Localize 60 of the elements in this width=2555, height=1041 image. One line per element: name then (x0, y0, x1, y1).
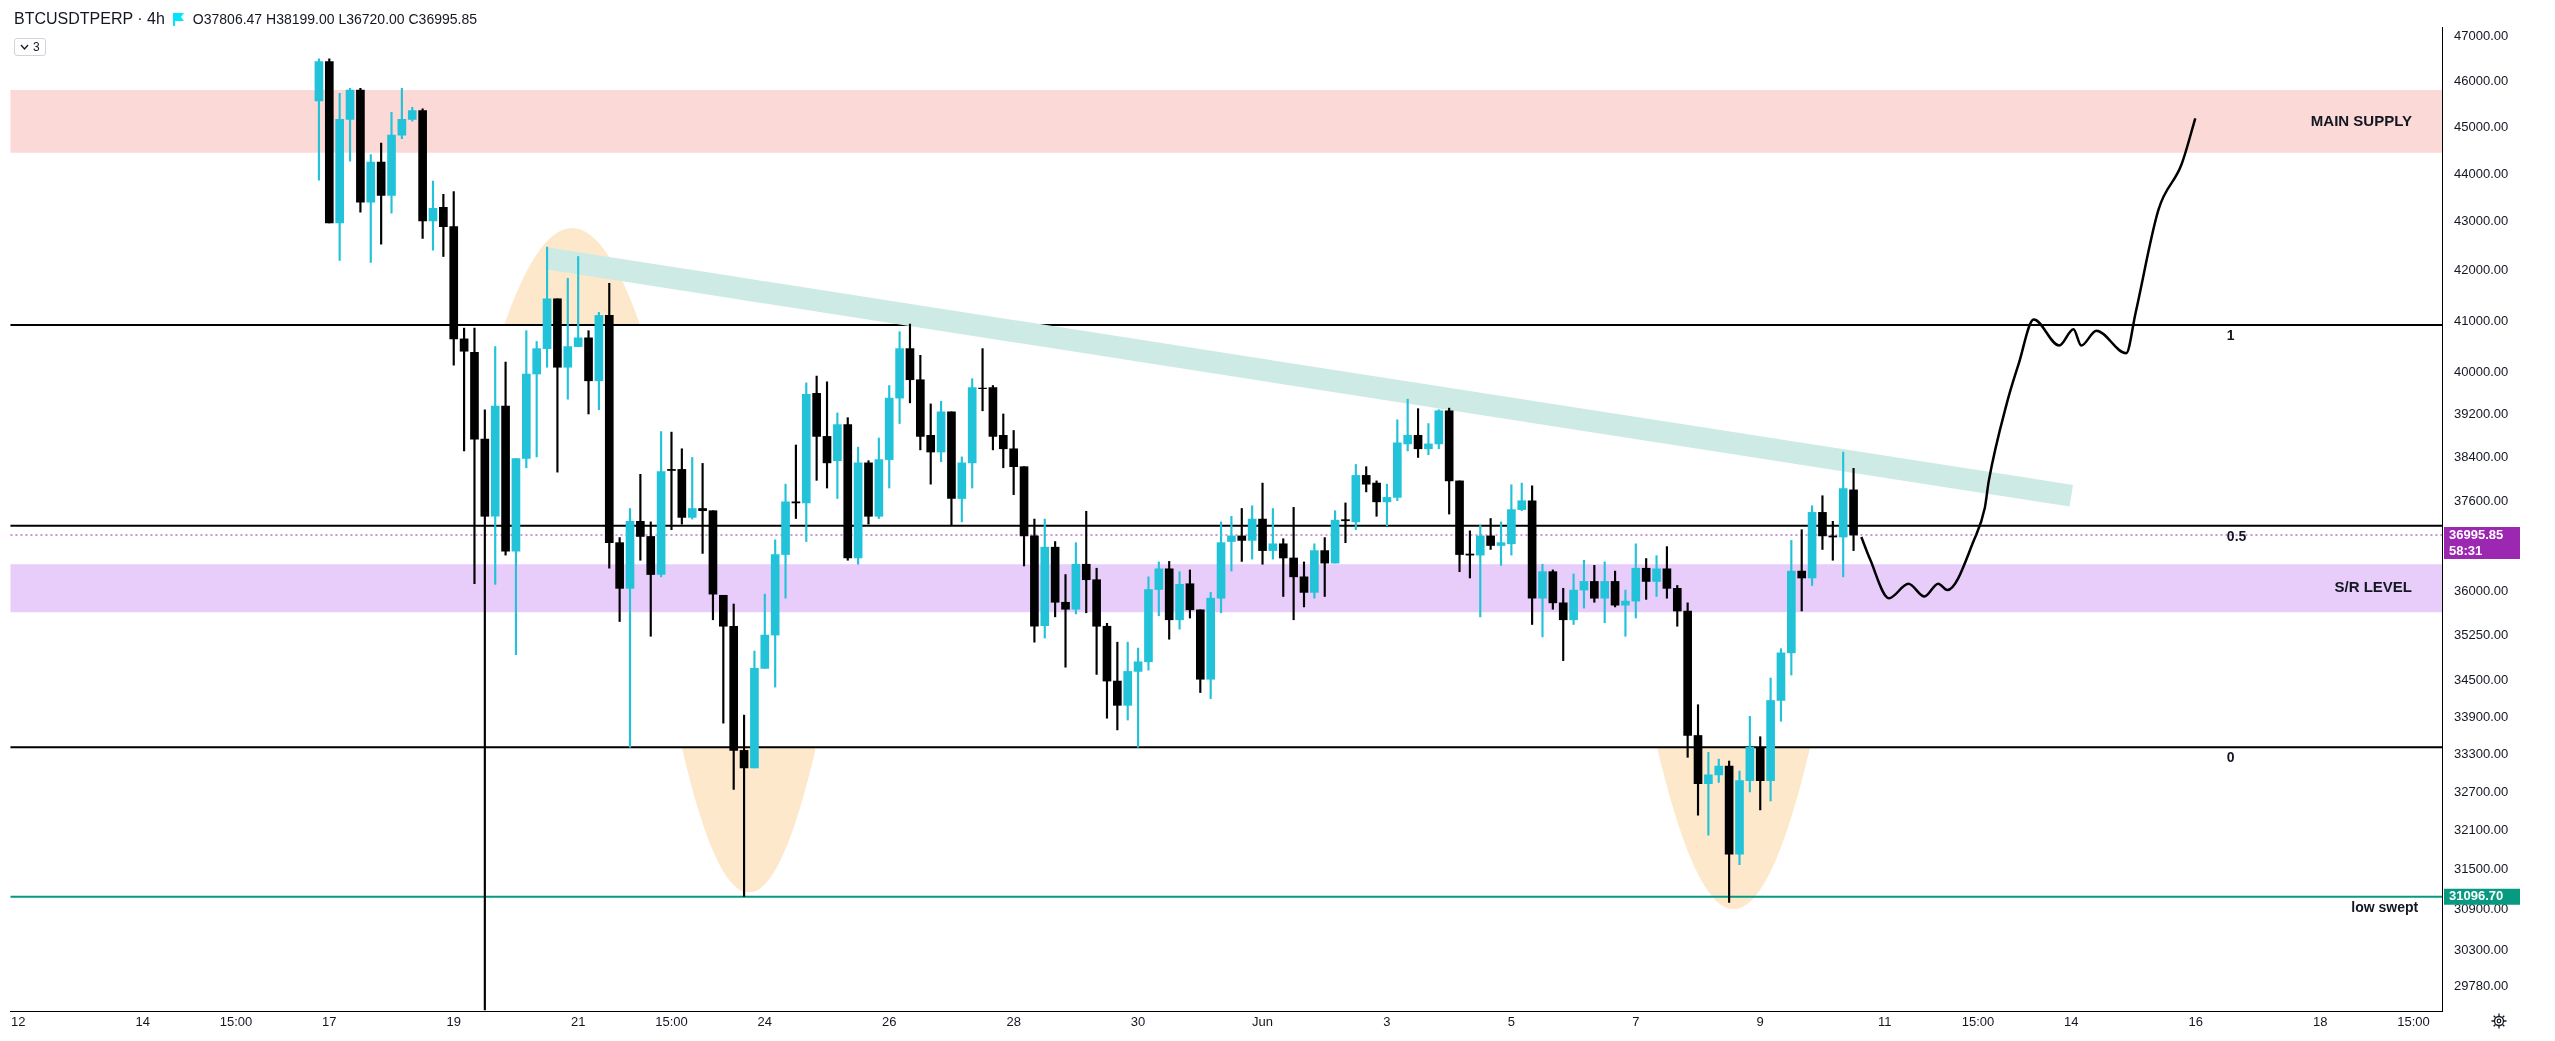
band-label: MAIN SUPPLY (2310, 111, 2412, 129)
x-tick-label: 14 (135, 1013, 150, 1029)
chart-subtitle: O37806.47 H38199.00 L36720.00 C36995.85 (192, 11, 477, 27)
y-tick-label: 30300.00 (2454, 942, 2509, 958)
candlestick (1424, 423, 1433, 456)
x-tick-label: 11 (1877, 1013, 1892, 1029)
x-tick-label: 21 (570, 1013, 586, 1029)
y-tick-label: 47000.00 (2454, 28, 2509, 44)
x-tick-label: 17 (322, 1013, 337, 1029)
x-tick-label: 19 (446, 1013, 461, 1029)
y-tick-label: 42000.00 (2454, 262, 2509, 278)
y-tick-label: 43000.00 (2454, 213, 2509, 229)
y-tick-label: 45000.00 (2454, 118, 2509, 134)
y-tick-label: 46000.00 (2454, 73, 2509, 88)
candlestick (1652, 555, 1661, 597)
chart-title: BTCUSDTPERP · 4h (14, 10, 165, 28)
band-label: S/R LEVEL (2334, 578, 2412, 596)
y-tick-label: 34500.00 (2454, 672, 2509, 688)
x-tick-label: 26 (882, 1013, 897, 1029)
y-tick-label: 31500.00 (2454, 861, 2509, 877)
x-tick-label: 12 (11, 1013, 26, 1029)
x-tick-label: 9 (1756, 1013, 1764, 1029)
y-tick-label: 36000.00 (2454, 583, 2509, 599)
x-tick-label: 3 (1383, 1013, 1391, 1029)
x-tick-label: 7 (1632, 1013, 1640, 1029)
ref-line-label: 31096.70 (2449, 888, 2504, 904)
y-tick-label: 44000.00 (2454, 165, 2509, 181)
ref-line-label: 36995.85 (2449, 526, 2504, 542)
y-tick-label: 29780.00 (2454, 978, 2509, 994)
annotation: 1 (2226, 326, 2235, 343)
x-tick-label: 14 (2064, 1013, 2079, 1029)
y-tick-label: 41000.00 (2454, 312, 2509, 328)
y-tick-label: 33900.00 (2454, 708, 2509, 724)
x-tick-label: Jun (1252, 1013, 1273, 1029)
annotation: 0.5 (2226, 527, 2247, 544)
y-tick-label: 33300.00 (2454, 745, 2509, 761)
x-tick-label: 5 (1507, 1013, 1515, 1029)
x-tick-label: 16 (2188, 1013, 2203, 1029)
y-tick-label: 38400.00 (2454, 449, 2509, 465)
annotation: 0 (2226, 749, 2235, 766)
x-tick-label: 15:00 (219, 1013, 253, 1029)
x-tick-label: 15:00 (655, 1013, 688, 1029)
x-tick-label: 18 (2312, 1013, 2328, 1029)
annotation: low swept (2351, 898, 2419, 915)
y-tick-label: 32700.00 (2454, 783, 2509, 799)
x-tick-label: 24 (757, 1013, 773, 1029)
y-tick-label: 40000.00 (2454, 364, 2509, 380)
y-tick-label: 37600.00 (2454, 492, 2509, 508)
x-tick-label: 30 (1130, 1013, 1146, 1029)
candlestick (978, 348, 987, 412)
y-tick-label: 30900.00 (2454, 901, 2509, 917)
text: 58:31 (2449, 542, 2483, 558)
x-tick-label: 15:00 (2397, 1013, 2430, 1029)
candlestick (1061, 574, 1070, 668)
y-tick-label: 35250.00 (2454, 627, 2509, 643)
x-tick-label: 15:00 (1961, 1013, 1995, 1029)
x-tick-label: 28 (1006, 1013, 1021, 1029)
y-tick-label: 39200.00 (2454, 406, 2509, 422)
annotation: 3 (33, 40, 40, 54)
y-tick-label: 32100.00 (2454, 822, 2509, 838)
